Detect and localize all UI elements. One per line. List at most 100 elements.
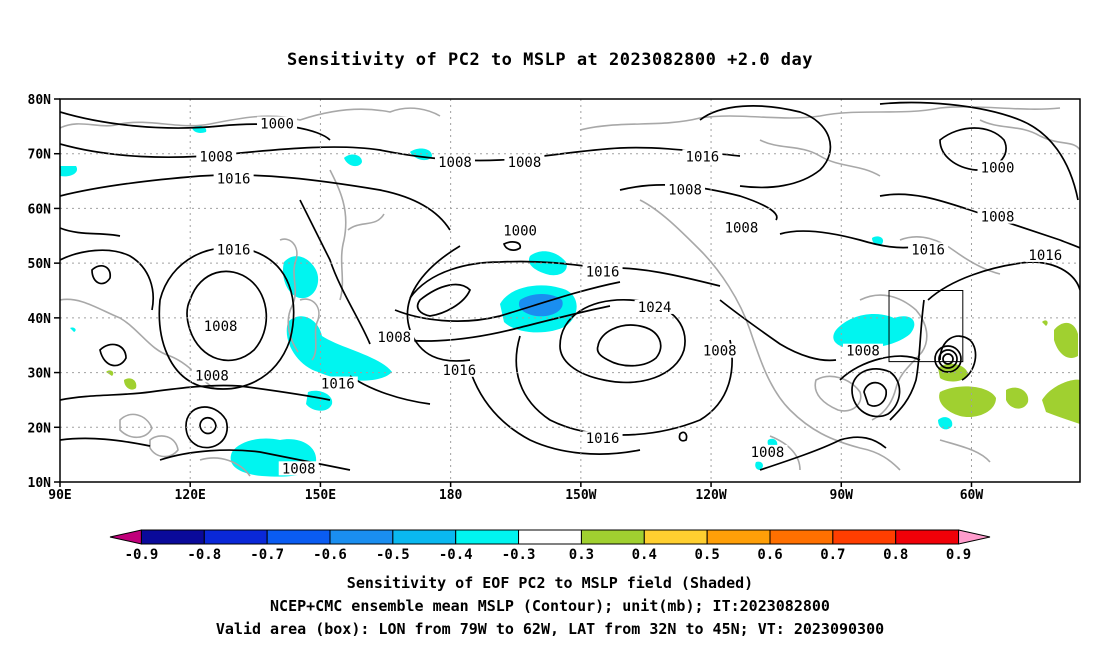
contour-label: 1000: [260, 117, 294, 133]
coastline: [579, 106, 1061, 131]
lon-tick-label: 120W: [695, 488, 726, 503]
colorbar-tick-label: -0.5: [376, 547, 410, 563]
shade-green: [124, 378, 137, 390]
colorbar-tick-label: 0.7: [820, 547, 845, 563]
colorbar-swatch: [266, 529, 331, 545]
isobar: [942, 353, 954, 365]
isobar: [394, 281, 621, 322]
colorbar-tick-label: 0.8: [883, 547, 908, 563]
contour-label-bg: [582, 264, 623, 279]
contour-label-bg: [213, 171, 254, 186]
isobar: [60, 227, 121, 237]
lat-tick-label: 10N: [28, 476, 52, 491]
lon-tick-label: 180: [439, 488, 463, 503]
contour-label-bg: [278, 461, 319, 476]
isobar: [60, 249, 154, 311]
contour-label: 1000: [981, 160, 1015, 176]
caption-contour: NCEP+CMC ensemble mean MSLP (Contour); u…: [270, 597, 830, 615]
latitude-labels: 80N 70N 60N 50N 40N 30N 20N 10N: [28, 93, 60, 491]
contour-label-bg: [213, 242, 254, 257]
coastline: [769, 435, 801, 471]
coastline: [639, 199, 901, 471]
isobar: [559, 299, 686, 384]
lat-tick-label: 80N: [28, 93, 52, 108]
coastline: [119, 413, 153, 439]
contour-label-bg: [500, 223, 541, 238]
contour-label: 1008: [668, 182, 702, 198]
colorbar-tick-label: -0.8: [187, 547, 221, 563]
contour-label: 1008: [508, 155, 542, 171]
colorbar-tick-label: 0.9: [946, 547, 971, 563]
isobar: [60, 111, 331, 141]
coastline: [279, 238, 299, 353]
shade-cyan: [60, 166, 78, 177]
contour-label: 1008: [204, 319, 238, 335]
coastline: [814, 375, 862, 412]
colorbar-swatch: [832, 529, 897, 545]
isobar: [939, 127, 1007, 171]
isobar: [851, 368, 901, 418]
contour-labels: 1000 1008 1016 1008 1008 1016 1008 1000 1008 1008…: [191, 116, 1066, 477]
contour-label: 1016: [217, 171, 251, 187]
contour-label: 1016: [911, 242, 945, 258]
shade-cyan: [286, 316, 392, 381]
contour-label-bg: [908, 242, 949, 257]
contour-label-bg: [196, 149, 237, 164]
contour-label-bg: [721, 220, 762, 235]
contour-label: 1008: [725, 221, 759, 237]
coastline: [859, 294, 928, 421]
coastline: [979, 119, 1080, 151]
sensitivity-shading: [60, 125, 1080, 477]
isobar: [938, 349, 958, 369]
colorbar-tick-label: -0.9: [125, 547, 159, 563]
lat-tick-label: 40N: [28, 312, 52, 327]
contour-label: 1008: [282, 461, 316, 477]
lat-tick-label: 20N: [28, 421, 52, 436]
isobar: [502, 241, 522, 251]
coastline: [759, 139, 881, 177]
colorbar-swatch: [518, 529, 582, 545]
contour-label-bg: [317, 376, 358, 391]
caption-shading: Sensitivity of EOF PC2 to MSLP field (Sh…: [346, 574, 754, 592]
colorbar-swatch: [455, 529, 520, 545]
lon-tick-label: 60W: [960, 488, 984, 503]
shade-cyan: [344, 154, 362, 167]
contour-label-bg: [682, 149, 723, 164]
contour-label-bg: [374, 330, 415, 345]
colorbar-swatch: [895, 529, 960, 545]
shade-cyan: [70, 327, 76, 332]
shade-cyan: [306, 390, 333, 411]
colorbar-swatch: [203, 529, 268, 545]
colorbar-tick-label: -0.4: [439, 547, 473, 563]
contour-label: 1008: [703, 344, 737, 360]
colorbar-swatch: [580, 529, 645, 545]
coastline: [199, 457, 251, 477]
colorbar-swatch: [769, 529, 834, 545]
contour-label-bg: [977, 160, 1018, 175]
isobar: [469, 369, 641, 455]
contour-label: 1008: [981, 210, 1015, 226]
contour-label-bg: [1025, 247, 1066, 262]
shade-cyan: [755, 461, 763, 470]
colorbar-arrow-left: [109, 529, 142, 545]
contour-label: 1016: [1028, 248, 1062, 264]
shade-cyan: [938, 417, 953, 430]
lon-tick-label: 150E: [305, 488, 336, 503]
colorbar-swatch: [643, 529, 708, 545]
contour-label-bg: [191, 368, 232, 383]
contour-label: 1008: [199, 149, 233, 165]
lat-tick-label: 30N: [28, 367, 52, 382]
isobar: [699, 105, 832, 189]
isobar: [515, 335, 733, 436]
shade-green: [106, 370, 114, 376]
isobar: [678, 431, 688, 442]
lat-tick-label: 70N: [28, 148, 52, 163]
colorbar-tick-label: -0.6: [313, 547, 347, 563]
contour-label: 1008: [438, 155, 472, 171]
colorbar-tick-label: -0.3: [502, 547, 536, 563]
shade-green: [1042, 320, 1048, 326]
shade-green: [1042, 379, 1080, 424]
isobar: [596, 324, 662, 367]
shade-cyan: [282, 256, 319, 299]
colorbar-tick-label: 0.4: [632, 547, 657, 563]
